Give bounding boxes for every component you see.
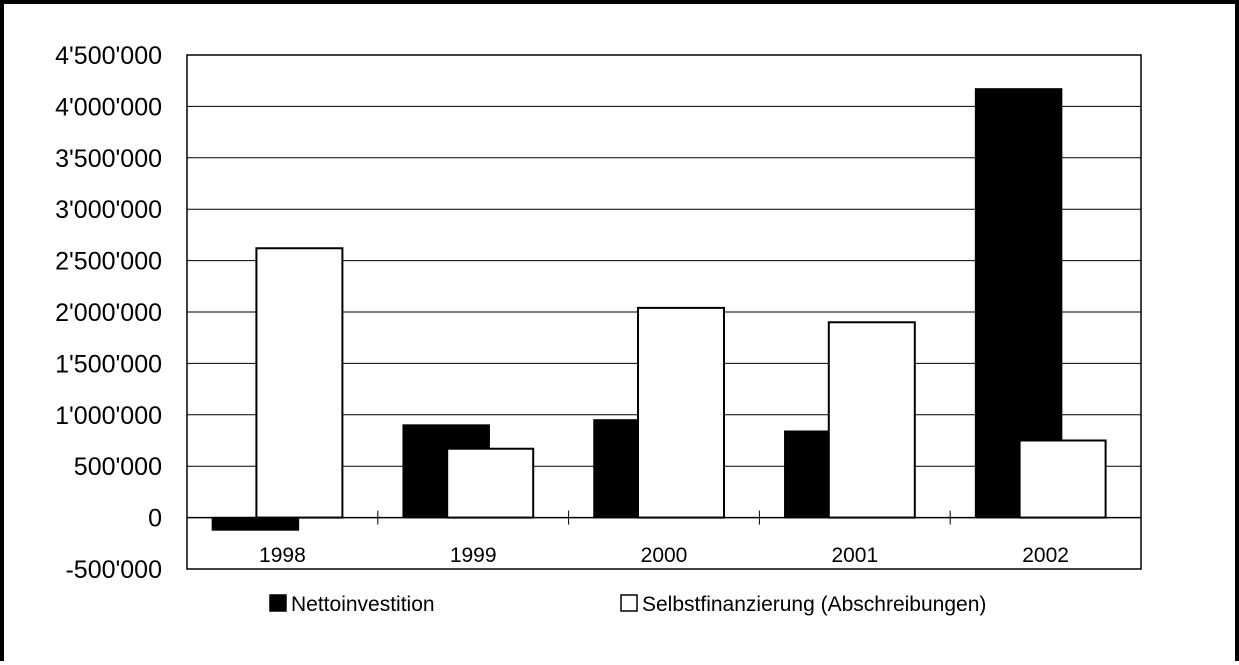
y-tick-label: 3'500'000 [55,145,162,173]
bar-nettoinvestition [211,516,300,531]
legend-swatch [620,594,638,612]
bar-selbstfinanzierung [827,321,916,519]
bar-selbstfinanzierung [255,247,344,519]
y-tick-label: 1'000'000 [55,402,162,430]
x-category-label: 2000 [641,544,688,567]
legend-label: Selbstfinanzierung (Abschreibungen) [642,593,986,616]
legend-swatch [269,594,287,612]
y-tick-label: 3'000'000 [55,196,162,224]
y-tick-label: -500'000 [65,556,162,584]
x-category-labels: 1998 1999 2000 2001 2002 [259,544,1069,567]
y-tick-label: 2'500'000 [55,248,162,276]
y-tick-label: 4'500'000 [55,42,162,70]
bar-selbstfinanzierung [637,306,725,519]
y-tick-label: 500'000 [74,453,162,481]
y-tick-label: 1'500'000 [55,350,162,378]
axes [186,54,1142,570]
x-category-label: 1999 [450,544,497,567]
y-tick-label: 2'000'000 [55,299,162,327]
x-category-label: 2001 [831,544,878,567]
legend: Nettoinvestition Selbstfinanzierung (Absc… [269,593,986,616]
legend-label: Nettoinvestition [291,593,435,616]
y-tick-label: 0 [148,505,162,533]
x-category-label: 1998 [259,544,306,567]
bar-chart: -500'000 0 500'000 1'000'000 1'500'000 2'000'… [55,42,1142,616]
x-category-label: 2002 [1022,544,1069,567]
plot-area-border [186,54,1142,570]
bar-selbstfinanzierung [1018,439,1107,519]
bar-selbstfinanzierung [446,447,535,519]
bars [211,88,1107,531]
y-tick-labels: -500'000 0 500'000 1'000'000 1'500'000 2'000'… [55,42,162,584]
y-tick-label: 4'000'000 [55,93,162,121]
